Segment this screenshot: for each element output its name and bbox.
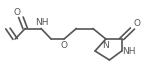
Text: NH: NH [122, 46, 135, 56]
Text: NH: NH [35, 18, 49, 27]
Text: O: O [61, 40, 68, 50]
Text: N: N [102, 40, 108, 50]
Text: O: O [133, 19, 140, 28]
Text: O: O [13, 8, 20, 17]
